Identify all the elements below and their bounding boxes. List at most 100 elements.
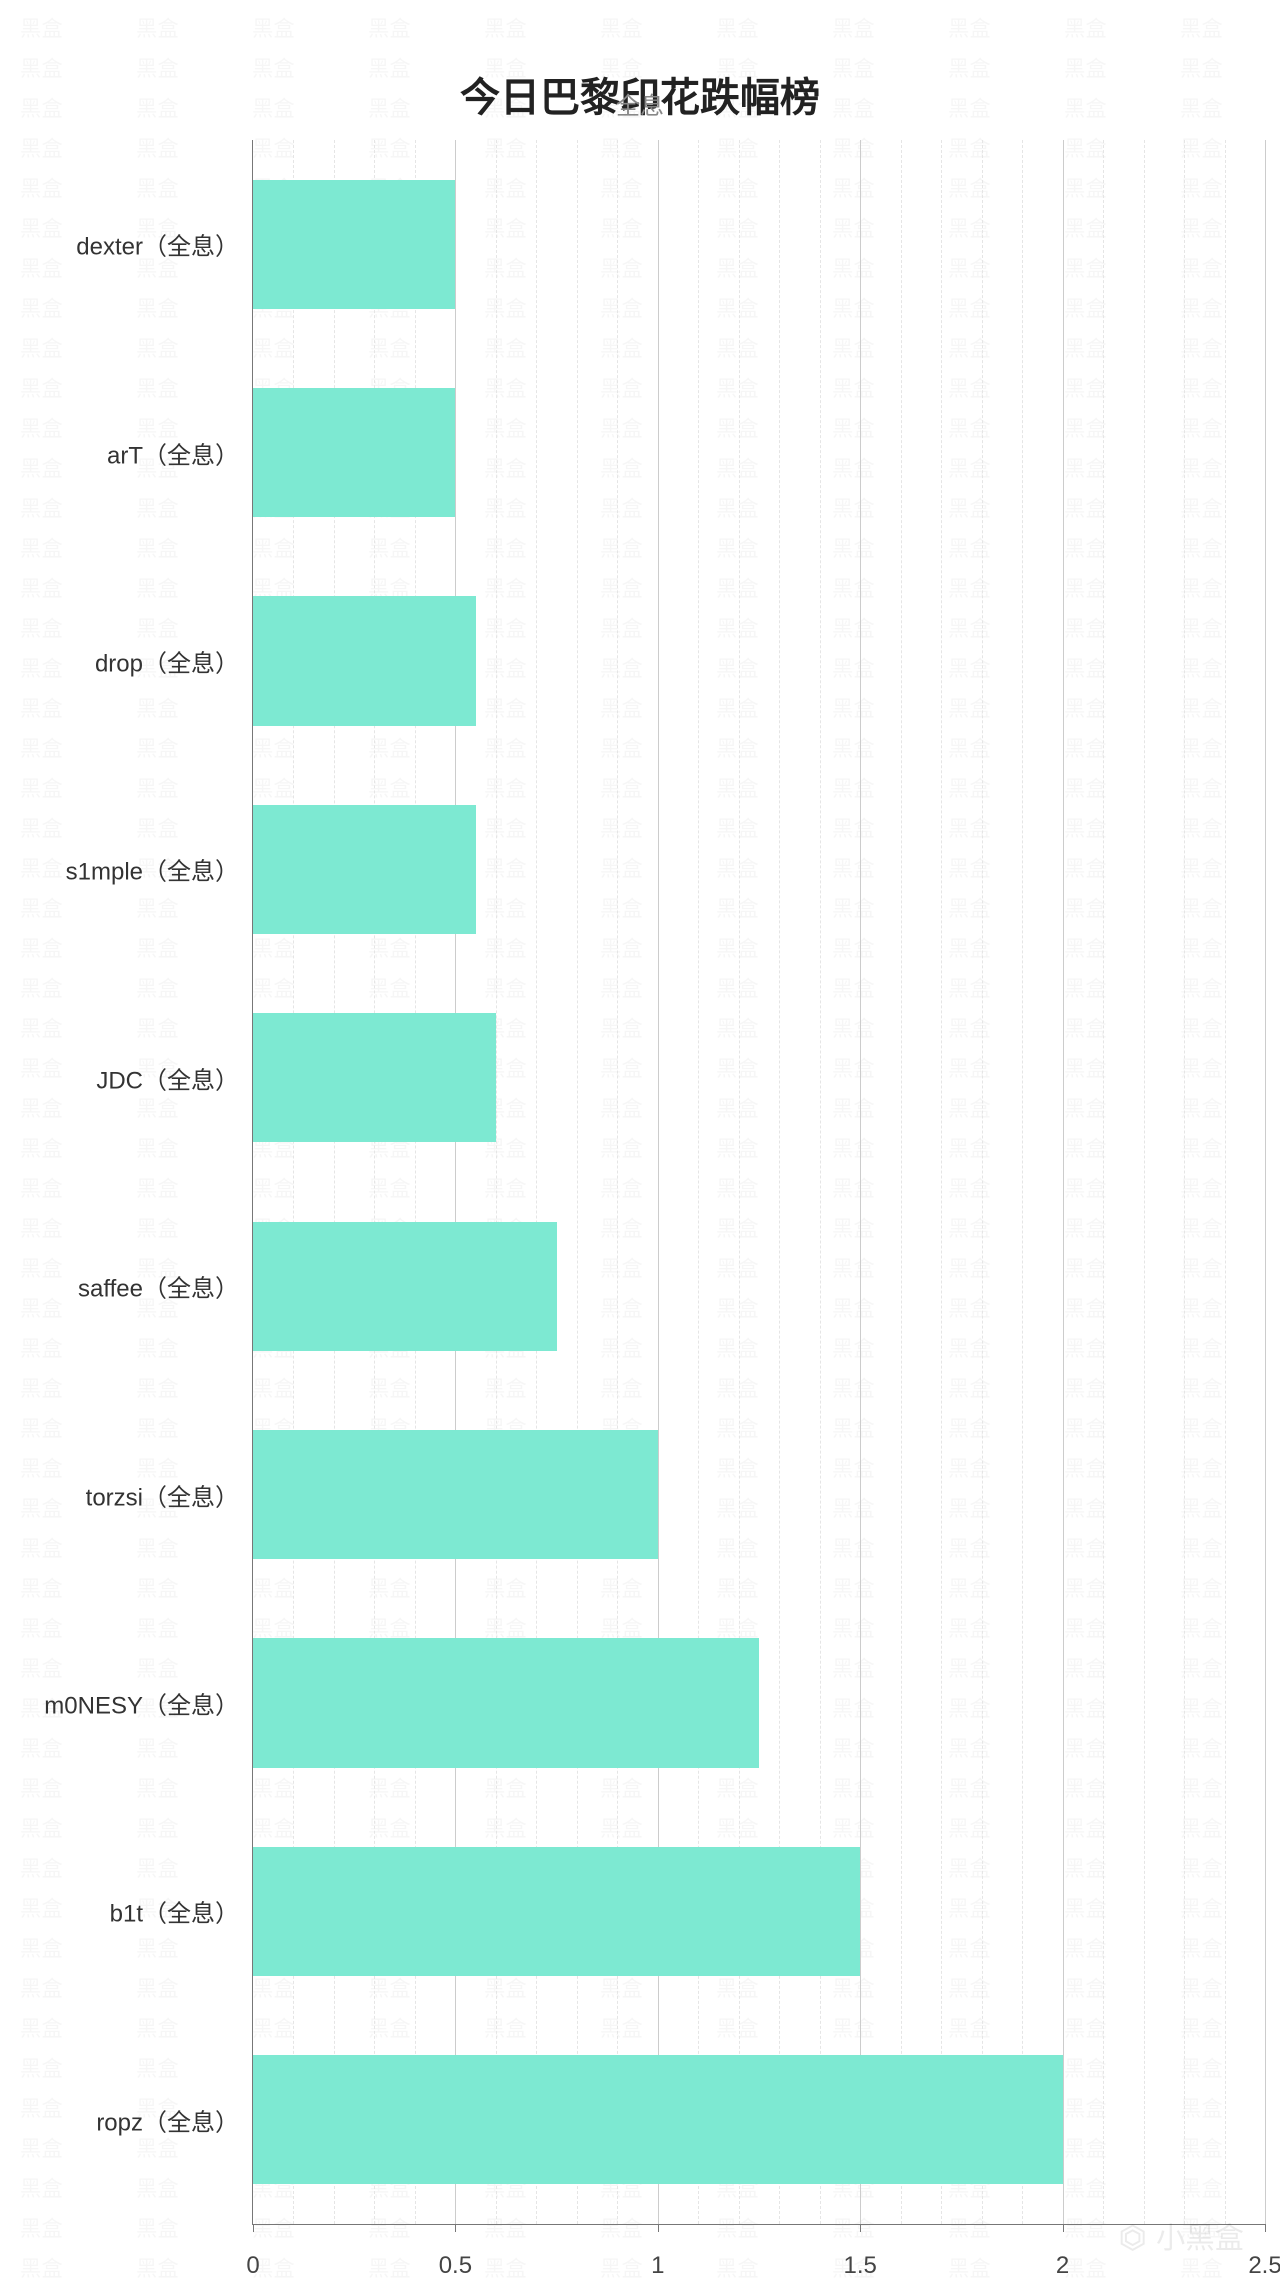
watermark-tile: 黑盒 <box>20 2252 63 2283</box>
source-watermark: 小黑盒 <box>1118 2215 1244 2257</box>
watermark-tile: 黑盒 <box>20 1772 63 1803</box>
y-axis-label: m0NESY（全息） <box>44 1686 253 1721</box>
watermark-tile: 黑盒 <box>136 812 179 843</box>
watermark-tile: 黑盒 <box>136 1972 179 2003</box>
watermark-tile: 黑盒 <box>948 2252 991 2283</box>
watermark-tile: 黑盒 <box>136 532 179 563</box>
bar <box>253 596 476 725</box>
watermark-tile: 黑盒 <box>136 2252 179 2283</box>
source-watermark-text: 小黑盒 <box>1156 2222 1244 2255</box>
watermark-tile: 黑盒 <box>20 1812 63 1843</box>
watermark-tile: 黑盒 <box>20 1732 63 1763</box>
x-tick <box>455 2224 456 2232</box>
watermark-tile: 黑盒 <box>20 332 63 363</box>
watermark-tile: 黑盒 <box>20 1212 63 1243</box>
watermark-tile: 黑盒 <box>136 972 179 1003</box>
gridline-minor <box>1144 140 1145 2224</box>
watermark-tile: 黑盒 <box>20 1492 63 1523</box>
watermark-tile: 黑盒 <box>136 132 179 163</box>
bar <box>253 1222 557 1351</box>
watermark-tile: 黑盒 <box>136 1412 179 1443</box>
watermark-tile: 黑盒 <box>20 852 63 883</box>
watermark-tile: 黑盒 <box>20 212 63 243</box>
watermark-tile: 黑盒 <box>20 1972 63 2003</box>
watermark-tile: 黑盒 <box>20 812 63 843</box>
watermark-tile: 黑盒 <box>136 12 179 43</box>
watermark-tile: 黑盒 <box>20 2132 63 2163</box>
watermark-tile: 黑盒 <box>20 172 63 203</box>
watermark-tile: 黑盒 <box>20 1372 63 1403</box>
y-axis-label: drop（全息） <box>95 644 253 679</box>
watermark-tile: 黑盒 <box>20 1932 63 1963</box>
chart-subtitle: 全息 <box>0 86 1280 121</box>
watermark-tile: 黑盒 <box>20 12 63 43</box>
x-tick-label: 1 <box>651 2252 664 2280</box>
watermark-tile: 黑盒 <box>20 572 63 603</box>
watermark-tile: 黑盒 <box>136 332 179 363</box>
x-tick <box>1265 2224 1266 2232</box>
watermark-tile: 黑盒 <box>136 572 179 603</box>
watermark-tile: 黑盒 <box>20 372 63 403</box>
watermark-tile: 黑盒 <box>20 1092 63 1123</box>
watermark-tile: 黑盒 <box>136 1612 179 1643</box>
watermark-tile: 黑盒 <box>20 252 63 283</box>
watermark-tile: 黑盒 <box>136 1372 179 1403</box>
x-tick <box>253 2224 254 2232</box>
chart-plot-area: 00.511.522.5dexter（全息）arT（全息）drop（全息）s1m… <box>252 140 1265 2225</box>
watermark-tile: 黑盒 <box>20 1172 63 1203</box>
watermark-tile: 黑盒 <box>716 2252 759 2283</box>
bar <box>253 180 455 309</box>
gridline-major <box>860 140 861 2224</box>
x-tick <box>1063 2224 1064 2232</box>
gridline-minor <box>1184 140 1185 2224</box>
gridline-major <box>1063 140 1064 2224</box>
watermark-tile: 黑盒 <box>600 2252 643 2283</box>
y-axis-label: ropz（全息） <box>96 2102 253 2137</box>
watermark-tile: 黑盒 <box>136 1652 179 1683</box>
watermark-tile: 黑盒 <box>20 1412 63 1443</box>
watermark-tile: 黑盒 <box>20 412 63 443</box>
watermark-tile: 黑盒 <box>20 1452 63 1483</box>
watermark-tile: 黑盒 <box>136 2212 179 2243</box>
watermark-tile: 黑盒 <box>20 2012 63 2043</box>
watermark-tile: 黑盒 <box>136 1932 179 1963</box>
watermark-tile: 黑盒 <box>20 1532 63 1563</box>
watermark-tile: 黑盒 <box>20 1012 63 1043</box>
bar <box>253 805 476 934</box>
watermark-tile: 黑盒 <box>136 1812 179 1843</box>
x-tick-label: 2 <box>1056 2252 1069 2280</box>
watermark-tile: 黑盒 <box>20 892 63 923</box>
y-axis-label: torzsi（全息） <box>86 1477 253 1512</box>
gridline-minor <box>1225 140 1226 2224</box>
watermark-tile: 黑盒 <box>20 1052 63 1083</box>
watermark-tile: 黑盒 <box>20 452 63 483</box>
watermark-tile: 黑盒 <box>136 892 179 923</box>
watermark-tile: 黑盒 <box>20 972 63 1003</box>
watermark-tile: 黑盒 <box>20 1852 63 1883</box>
gridline-minor <box>1103 140 1104 2224</box>
watermark-tile: 黑盒 <box>136 1092 179 1123</box>
watermark-tile: 黑盒 <box>1064 12 1107 43</box>
page-root: { "watermark": { "text": "黑盒", "font_siz… <box>0 0 1280 2293</box>
y-axis-label: b1t（全息） <box>110 1894 253 1929</box>
watermark-tile: 黑盒 <box>20 1612 63 1643</box>
x-tick <box>658 2224 659 2232</box>
watermark-tile: 黑盒 <box>20 292 63 323</box>
watermark-tile: 黑盒 <box>20 1332 63 1363</box>
watermark-tile: 黑盒 <box>136 1212 179 1243</box>
watermark-tile: 黑盒 <box>600 12 643 43</box>
watermark-tile: 黑盒 <box>20 1892 63 1923</box>
watermark-tile: 黑盒 <box>20 732 63 763</box>
hex-icon <box>1118 2223 1147 2252</box>
watermark-tile: 黑盒 <box>368 2252 411 2283</box>
bar <box>253 1847 860 1976</box>
watermark-tile: 黑盒 <box>20 532 63 563</box>
watermark-tile: 黑盒 <box>716 12 759 43</box>
watermark-tile: 黑盒 <box>136 2172 179 2203</box>
watermark-tile: 黑盒 <box>136 2012 179 2043</box>
watermark-tile: 黑盒 <box>136 1772 179 1803</box>
watermark-tile: 黑盒 <box>368 12 411 43</box>
bar <box>253 388 455 517</box>
bar <box>253 1638 759 1767</box>
watermark-tile: 黑盒 <box>136 292 179 323</box>
